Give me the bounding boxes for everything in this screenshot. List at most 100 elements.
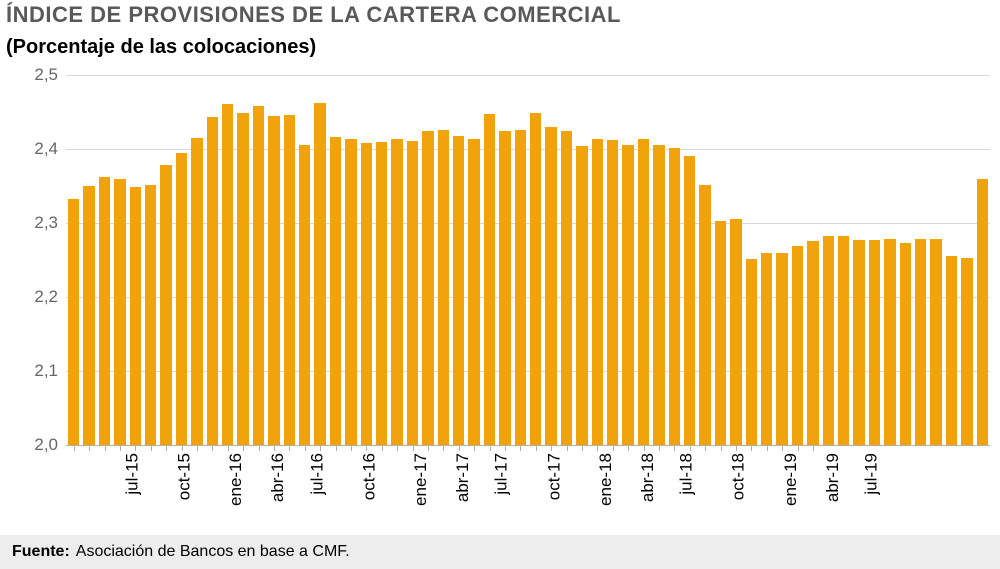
y-axis-label: 2,0: [8, 435, 58, 455]
bar: [284, 115, 295, 445]
x-tick: [628, 445, 629, 451]
x-tick: [413, 445, 414, 451]
x-axis-label: oct-16: [360, 453, 377, 500]
x-tick: [674, 445, 675, 451]
bar: [530, 113, 541, 445]
x-axis-label: jul-15: [123, 453, 140, 495]
y-axis-label: 2,5: [8, 65, 58, 85]
x-tick: [289, 445, 290, 451]
bar: [946, 256, 957, 445]
x-tick: [736, 445, 737, 451]
x-tick: [644, 445, 645, 451]
grid-line: [66, 371, 990, 372]
bar: [884, 239, 895, 445]
x-tick: [443, 445, 444, 451]
x-tick: [428, 445, 429, 451]
x-axis-labels: jul-15oct-15ene-16abr-16jul-16oct-16ene-…: [66, 453, 990, 535]
bar: [807, 241, 818, 445]
bar: [684, 156, 695, 445]
bar: [314, 103, 325, 445]
grid-line: [66, 75, 990, 76]
x-axis-label: ene-17: [412, 453, 429, 506]
y-axis-label: 2,3: [8, 213, 58, 233]
x-tick: [259, 445, 260, 451]
x-tick: [582, 445, 583, 451]
bar: [669, 148, 680, 445]
x-axis-label: abr-19: [824, 453, 841, 502]
bar: [776, 253, 787, 445]
bar: [853, 240, 864, 445]
x-tick: [243, 445, 244, 451]
bar: [376, 142, 387, 445]
x-tick: [166, 445, 167, 451]
bar: [699, 185, 710, 445]
x-axis-ticks: [66, 445, 990, 453]
x-tick: [567, 445, 568, 451]
bar: [977, 179, 988, 445]
x-tick: [120, 445, 121, 451]
x-tick: [274, 445, 275, 451]
x-tick: [366, 445, 367, 451]
y-axis-label: 2,1: [8, 361, 58, 381]
x-tick: [89, 445, 90, 451]
x-tick: [490, 445, 491, 451]
bar: [515, 130, 526, 445]
x-tick: [613, 445, 614, 451]
bar: [761, 253, 772, 445]
x-axis-label: oct-15: [175, 453, 192, 500]
grid-line: [66, 223, 990, 224]
bar: [207, 117, 218, 445]
bar: [422, 131, 433, 445]
x-axis-label: jul-19: [862, 453, 879, 495]
bar: [792, 246, 803, 445]
bar: [484, 114, 495, 445]
bar: [176, 153, 187, 445]
bar: [961, 258, 972, 445]
x-tick: [721, 445, 722, 451]
x-tick: [597, 445, 598, 451]
x-tick: [336, 445, 337, 451]
x-tick: [382, 445, 383, 451]
x-axis-label: abr-17: [454, 453, 471, 502]
x-axis-label: jul-16: [308, 453, 325, 495]
x-axis-label: abr-16: [269, 453, 286, 502]
x-tick: [659, 445, 660, 451]
bar: [715, 221, 726, 445]
footer-source: Fuente: Asociación de Bancos en base a C…: [0, 535, 1000, 569]
x-axis-label: jul-17: [493, 453, 510, 495]
bar: [407, 141, 418, 445]
bar: [653, 145, 664, 445]
bar: [823, 236, 834, 445]
x-tick: [351, 445, 352, 451]
x-tick: [782, 445, 783, 451]
bar: [438, 130, 449, 445]
x-tick: [397, 445, 398, 451]
bar: [622, 145, 633, 445]
x-tick: [505, 445, 506, 451]
x-tick: [551, 445, 552, 451]
footer-text: Asociación de Bancos en base a CMF.: [76, 543, 350, 561]
bar: [607, 140, 618, 445]
x-tick: [705, 445, 706, 451]
x-tick: [474, 445, 475, 451]
bar: [253, 106, 264, 445]
bar: [576, 146, 587, 445]
x-tick: [74, 445, 75, 451]
bar: [114, 179, 125, 445]
x-tick: [212, 445, 213, 451]
y-axis-label: 2,2: [8, 287, 58, 307]
x-tick: [690, 445, 691, 451]
chart-container: ÍNDICE DE PROVISIONES DE LA CARTERA COME…: [0, 0, 1000, 569]
x-axis-label: ene-19: [781, 453, 798, 506]
x-tick: [305, 445, 306, 451]
bar: [99, 177, 110, 445]
x-tick: [798, 445, 799, 451]
x-axis-label: jul-18: [678, 453, 695, 495]
x-tick: [751, 445, 752, 451]
bar: [900, 243, 911, 445]
x-tick: [536, 445, 537, 451]
grid-line: [66, 297, 990, 298]
y-axis-label: 2,4: [8, 139, 58, 159]
x-tick: [182, 445, 183, 451]
x-tick: [135, 445, 136, 451]
